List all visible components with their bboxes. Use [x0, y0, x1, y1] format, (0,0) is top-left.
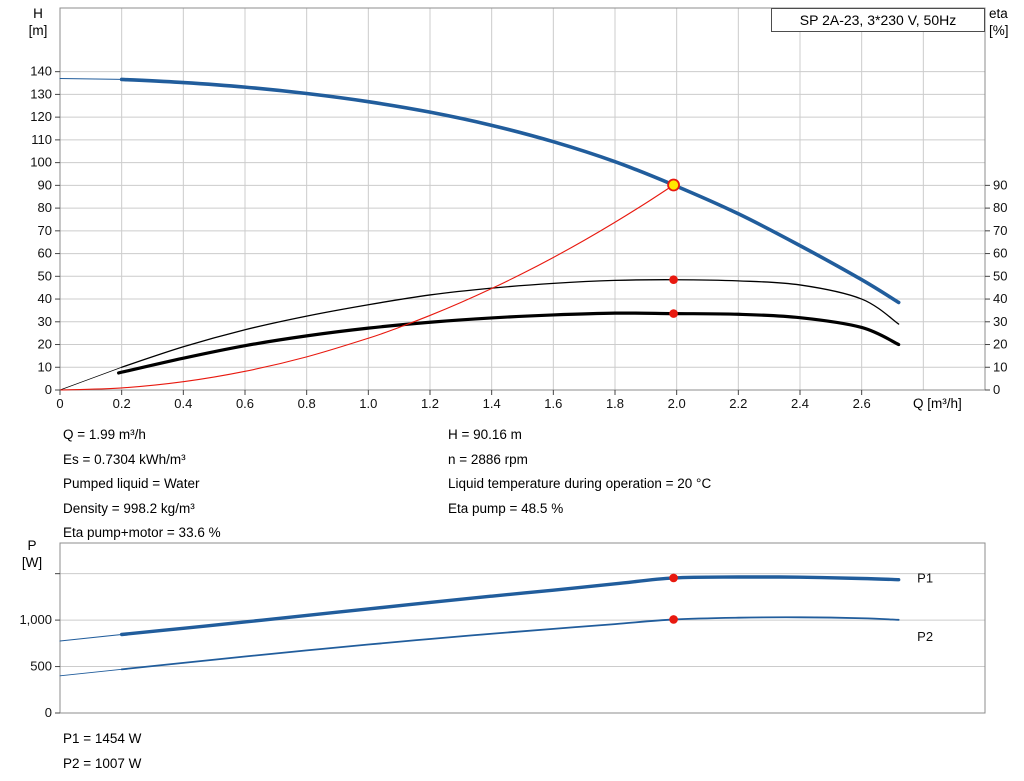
hq-chart-ticks: 0 0.2 0.4 0.6 0.8 1.0 1.2 1.4 1.6 1.8 2.0 2.2 2.4 2.6… [30, 64, 1007, 411]
power-readout: P1 = 1454 W P2 = 1007 W [63, 727, 141, 776]
p2-curve-label: P2 [917, 629, 933, 644]
info-line: Q = 1.99 m³/h [63, 427, 146, 442]
p-axis-label-symbol: P [27, 538, 37, 553]
y-right-tick-label: 30 [993, 314, 1007, 329]
q-axis-label: Q [m³/h] [913, 396, 962, 411]
y-right-tick-label: 0 [993, 382, 1000, 397]
p2-readout: P2 = 1007 W [63, 755, 142, 771]
h-axis-label-symbol: H [33, 6, 43, 21]
h-q-curve [59, 77, 901, 305]
eta-pump-motor-curve [116, 311, 901, 375]
x-tick-label: 2.0 [668, 396, 686, 411]
eta-axis-label-symbol: eta [989, 6, 1008, 21]
y-tick-label: 120 [30, 109, 52, 124]
p1-curve [59, 575, 901, 642]
y-right-tick-label: 80 [993, 200, 1007, 215]
p-axis-label-unit: [W] [21, 555, 43, 570]
y-tick-label: 100 [30, 155, 52, 170]
hq-chart-grid [60, 8, 985, 390]
info-line: H = 90.16 m [448, 427, 522, 442]
y-tick-label: 0 [45, 705, 52, 720]
x-tick-label: 1.4 [483, 396, 501, 411]
y-right-tick-label: 70 [993, 223, 1007, 238]
x-tick-label: 1.2 [421, 396, 439, 411]
y-tick-label: 30 [38, 314, 52, 329]
eta-pump-curve [59, 279, 900, 391]
power-chart-ticks: 0 500 1,000 [19, 573, 60, 720]
eta-pump-motor-point [669, 309, 678, 318]
y-right-tick-label: 20 [993, 337, 1007, 352]
y-tick-label: 130 [30, 86, 52, 101]
y-tick-label: 60 [38, 246, 52, 261]
y-tick-label: 0 [45, 382, 52, 397]
p-axis-label: P [W] [14, 537, 50, 571]
info-line: Liquid temperature during operation = 20… [448, 476, 712, 491]
x-tick-label: 1.6 [544, 396, 562, 411]
system-curve [59, 184, 675, 391]
info-line: Eta pump = 48.5 % [448, 500, 564, 516]
eta-pump-point [669, 275, 678, 285]
x-tick-label: 1.8 [606, 396, 624, 411]
info-line: n = 2886 rpm [448, 451, 528, 467]
y-tick-label: 80 [38, 200, 52, 215]
power-chart-frame [59, 542, 986, 714]
operating-data-right: H = 90.16 m n = 2886 rpm Liquid temperat… [448, 423, 711, 521]
p1-readout: P1 = 1454 W [63, 731, 142, 746]
y-tick-label: 20 [38, 337, 52, 352]
y-tick-label: 1,000 [19, 612, 52, 627]
y-right-tick-label: 60 [993, 246, 1007, 261]
y-tick-label: 40 [38, 291, 52, 306]
y-tick-label: 50 [38, 268, 52, 283]
chart-title-box: SP 2A-23, 3*230 V, 50Hz [771, 8, 985, 32]
y-tick-label: 140 [30, 64, 52, 79]
y-tick-label: 10 [38, 359, 52, 374]
x-tick-label: 2.4 [791, 396, 809, 411]
x-tick-label: 2.2 [729, 396, 747, 411]
x-tick-label: 0.2 [113, 396, 131, 411]
info-line: Es = 0.7304 kWh/m³ [63, 451, 186, 467]
eta-axis-label: eta [%] [989, 5, 1023, 39]
info-line: Pumped liquid = Water [63, 476, 200, 491]
p2-curve [59, 616, 900, 677]
power-chart-grid [60, 573, 985, 668]
y-right-tick-label: 10 [993, 359, 1007, 374]
eta-axis-label-unit: [%] [989, 23, 1009, 38]
y-right-tick-label: 50 [993, 268, 1007, 283]
hq-chart-frame [59, 7, 986, 391]
y-right-tick-label: 40 [993, 291, 1007, 306]
x-tick-label: 0.4 [174, 396, 192, 411]
h-axis-label: H [m] [20, 5, 56, 39]
x-tick-label: 2.6 [853, 396, 871, 411]
y-tick-label: 70 [38, 223, 52, 238]
operating-data-left: Q = 1.99 m³/h Es = 0.7304 kWh/m³ Pumped … [63, 423, 221, 546]
p2-point [669, 615, 678, 624]
x-tick-label: 1.0 [359, 396, 377, 411]
p1-point [669, 573, 678, 583]
x-tick-label: 0 [56, 396, 63, 411]
h-axis-label-unit: [m] [28, 23, 48, 38]
y-tick-label: 110 [31, 132, 52, 147]
info-line: Density = 998.2 kg/m³ [63, 500, 195, 516]
y-tick-label: 500 [30, 659, 52, 674]
p1-curve-label: P1 [917, 570, 933, 585]
duty-point-marker [667, 178, 680, 192]
info-line: Eta pump+motor = 33.6 % [63, 525, 221, 540]
y-tick-label: 90 [38, 177, 52, 192]
x-tick-label: 0.6 [236, 396, 254, 411]
x-tick-label: 0.8 [298, 396, 316, 411]
y-right-tick-label: 90 [993, 177, 1007, 192]
